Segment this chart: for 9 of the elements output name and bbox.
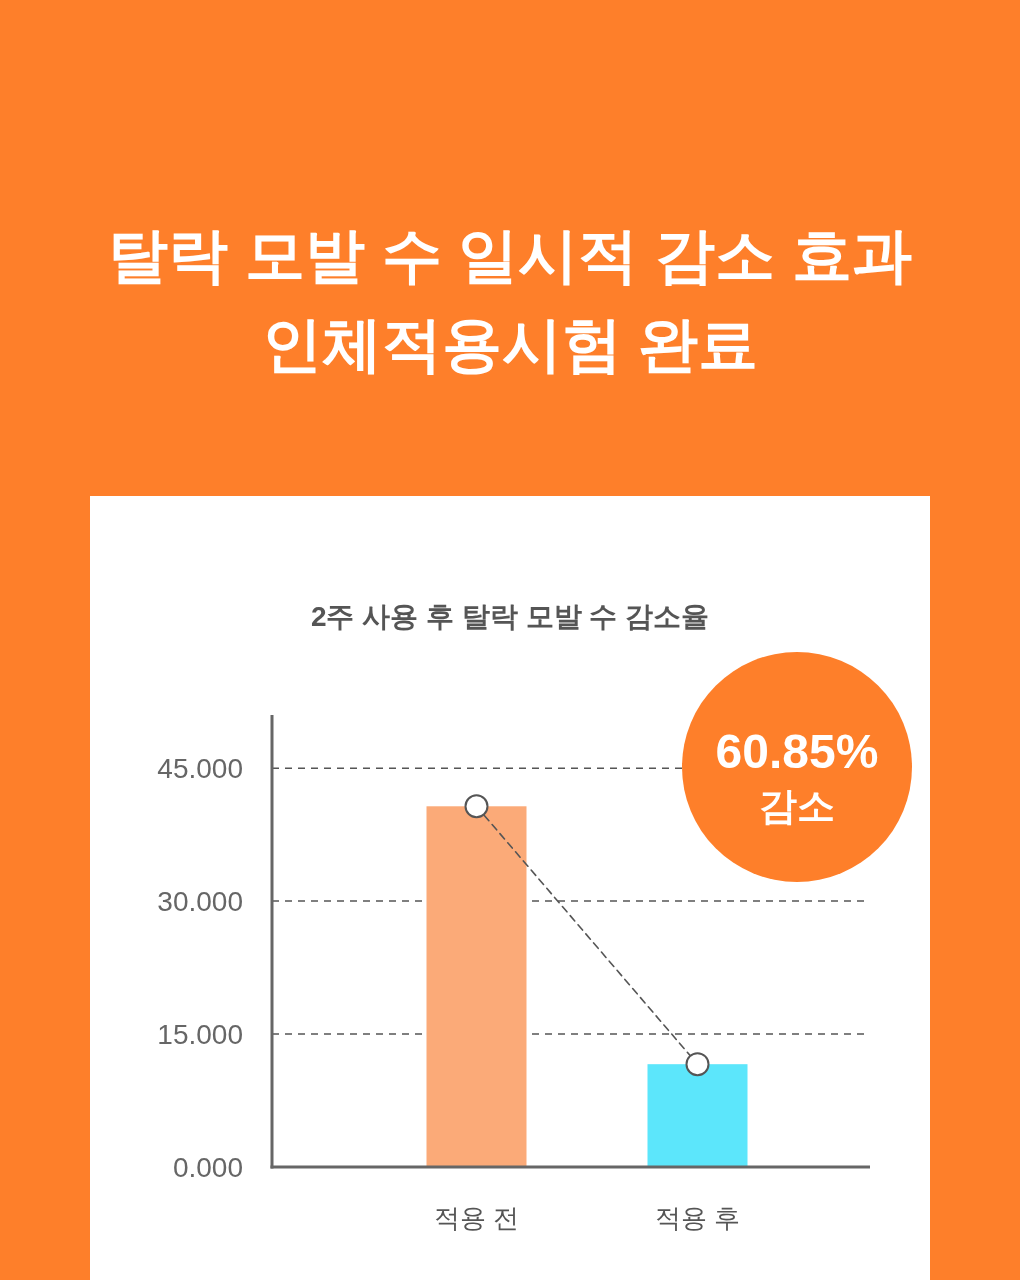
x-tick-label: 적용 후 [654, 1203, 741, 1233]
x-tick-label: 적용 전 [433, 1203, 520, 1233]
y-tick-label: 0.000 [172, 1152, 243, 1184]
chart-title: 탈락 모발 수 일시적 감소 효과 인체적용시험 완료 [108, 222, 912, 378]
y-tick-label: 30.000 [157, 886, 243, 918]
y-tick-label: 15.000 [157, 1019, 243, 1051]
chart-subtitle: 2주 사용 후 탈락 모발 수 감소율 [310, 601, 710, 632]
y-tick-label: 45.000 [157, 753, 243, 785]
annotation: 60.85% 감소 [715, 725, 879, 827]
